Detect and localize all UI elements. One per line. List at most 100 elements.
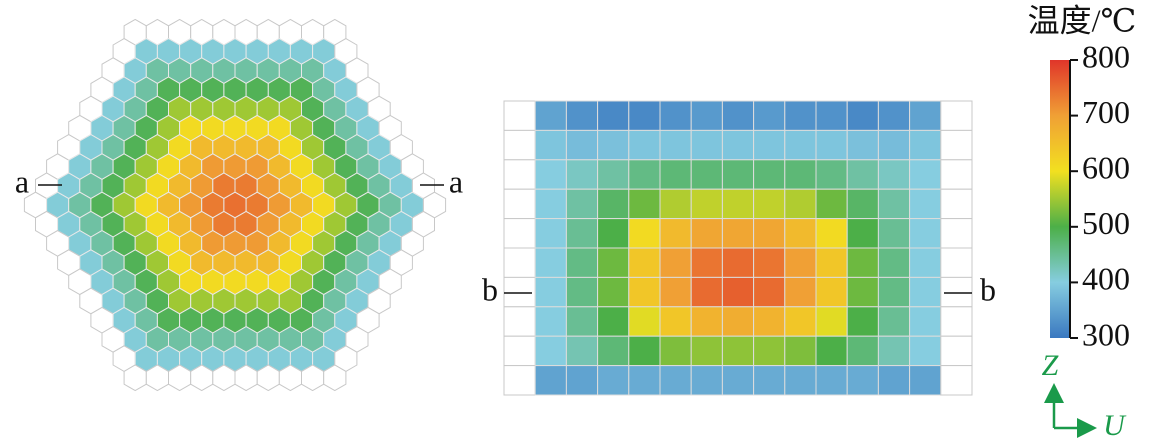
grid-cell	[909, 365, 942, 396]
grid-cell	[846, 159, 879, 190]
grid-cell	[815, 365, 848, 396]
grid-cell	[628, 247, 661, 278]
grid-cell	[909, 335, 942, 367]
grid-cell	[659, 365, 692, 396]
grid-cell	[628, 365, 661, 396]
grid-cell	[815, 247, 848, 278]
section-label: b	[482, 271, 498, 307]
grid-cell	[815, 306, 848, 337]
grid-cell	[721, 218, 755, 249]
grid-cell	[940, 129, 973, 161]
grid-cell	[721, 129, 755, 161]
grid-cell	[846, 335, 879, 367]
grid-cell	[690, 276, 723, 308]
colorbar-tick-label: 300	[1082, 316, 1130, 352]
grid-cell	[597, 188, 630, 220]
grid-cell	[565, 129, 599, 161]
grid-cell	[628, 335, 661, 367]
colorbar-title: 温度/℃	[1028, 2, 1137, 38]
grid-cell	[721, 188, 755, 220]
grid-cell	[909, 129, 942, 161]
grid-cell	[534, 129, 567, 161]
hex-map	[23, 18, 447, 392]
grid-cell	[503, 365, 536, 396]
grid-cell	[503, 247, 536, 278]
grid-cell	[846, 365, 879, 396]
grid-cell	[503, 100, 536, 131]
colorbar-tick-label: 500	[1082, 205, 1130, 241]
grid-cell	[534, 188, 567, 220]
grid-cell	[565, 188, 599, 220]
grid-cell	[659, 159, 692, 190]
grid-cell	[503, 129, 536, 161]
grid-cell	[690, 335, 723, 367]
grid-cell	[690, 247, 723, 278]
grid-cell	[784, 335, 817, 367]
grid-cell	[628, 188, 661, 220]
grid-cell	[940, 365, 973, 396]
grid-cell	[659, 306, 692, 337]
axis-label: Z	[1042, 349, 1059, 382]
grid-cell	[815, 100, 848, 131]
grid-cell	[721, 335, 755, 367]
colorbar-bar	[1050, 60, 1070, 338]
grid-cell	[565, 218, 599, 249]
grid-cell	[721, 276, 755, 308]
grid-cell	[940, 188, 973, 220]
colorbar-tick-label: 700	[1082, 94, 1130, 130]
grid-cell	[503, 218, 536, 249]
grid-cell	[753, 129, 786, 161]
grid-map	[503, 100, 973, 396]
grid-cell	[784, 188, 817, 220]
grid-cell	[690, 188, 723, 220]
grid-cell	[597, 335, 630, 367]
grid-cell	[877, 218, 911, 249]
grid-cell	[565, 365, 599, 396]
grid-cell	[690, 306, 723, 337]
grid-cell	[565, 100, 599, 131]
hex-cell	[323, 364, 347, 392]
grid-cell	[877, 306, 911, 337]
grid-cell	[690, 100, 723, 131]
grid-cell	[815, 159, 848, 190]
grid-cell	[846, 276, 879, 308]
grid-cell	[565, 159, 599, 190]
grid-cell	[565, 306, 599, 337]
grid-cell	[877, 247, 911, 278]
grid-cell	[565, 276, 599, 308]
grid-cell	[690, 129, 723, 161]
grid-cell	[940, 247, 973, 278]
grid-cell	[753, 100, 786, 131]
grid-cell	[846, 129, 879, 161]
grid-cell	[909, 218, 942, 249]
grid-cell	[597, 100, 630, 131]
grid-cell	[721, 159, 755, 190]
grid-cell	[940, 159, 973, 190]
colorbar-tick-label: 800	[1082, 38, 1130, 74]
grid-cell	[909, 306, 942, 337]
grid-cell	[628, 306, 661, 337]
grid-cell	[753, 365, 786, 396]
grid-cell	[940, 335, 973, 367]
grid-cell	[846, 247, 879, 278]
grid-cell	[690, 365, 723, 396]
grid-cell	[784, 159, 817, 190]
grid-cell	[721, 365, 755, 396]
grid-cell	[534, 365, 567, 396]
section-label: a	[449, 163, 463, 199]
grid-cell	[753, 306, 786, 337]
grid-cell	[815, 129, 848, 161]
grid-cell	[877, 129, 911, 161]
grid-cell	[628, 129, 661, 161]
grid-cell	[815, 188, 848, 220]
grid-cell	[503, 335, 536, 367]
grid-cell	[846, 306, 879, 337]
grid-cell	[503, 159, 536, 190]
grid-cell	[659, 188, 692, 220]
grid-cell	[534, 100, 567, 131]
grid-cell	[753, 247, 786, 278]
section-label: a	[15, 163, 29, 199]
grid-cell	[534, 218, 567, 249]
grid-cell	[815, 218, 848, 249]
